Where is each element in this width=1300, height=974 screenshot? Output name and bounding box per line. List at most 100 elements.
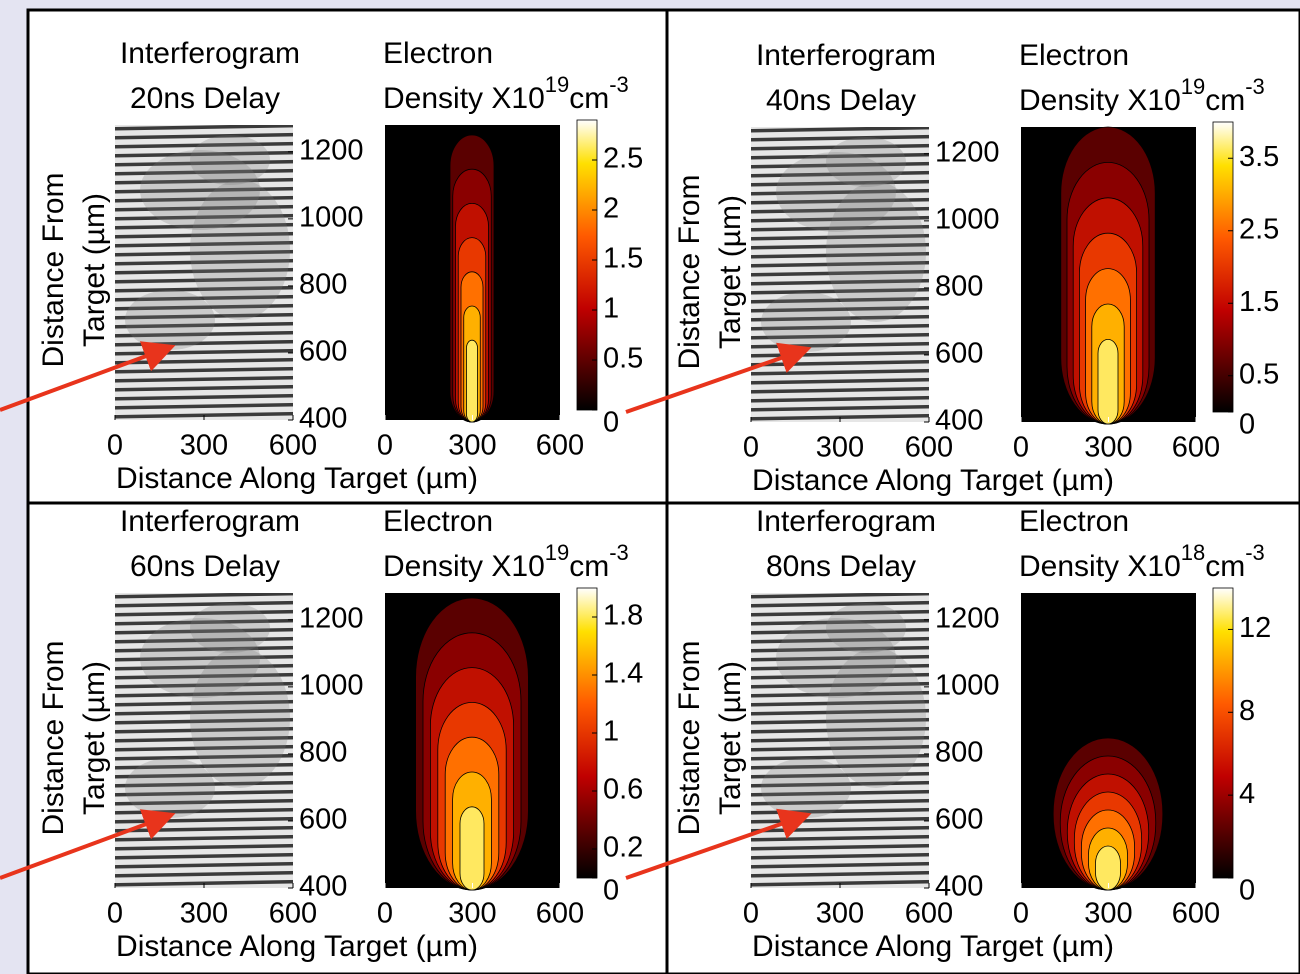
colorbar-tick-label: 1 — [603, 293, 619, 325]
interferogram-title: 80ns Delay — [766, 550, 916, 583]
colorbar-tick-label: 1.4 — [603, 658, 643, 690]
y-axis-label: Target (µm) — [78, 661, 111, 815]
density-label: Density X10 — [383, 82, 545, 115]
density-exponent: 19 — [1181, 74, 1205, 99]
x-tick-label: 300 — [816, 898, 864, 930]
interferogram-shade — [125, 758, 215, 818]
density-contour — [1097, 338, 1119, 425]
colorbar-tick-label: 2.5 — [1239, 213, 1279, 245]
y-axis-label: Distance From — [673, 174, 706, 369]
interferogram-shade — [190, 135, 270, 185]
interferogram-shade — [826, 603, 906, 653]
x-tick-label: 600 — [1172, 898, 1220, 930]
colorbar-tick-label: 8 — [1239, 695, 1255, 727]
y-tick-label: 800 — [299, 737, 347, 769]
y-tick-label: 1200 — [935, 602, 1000, 634]
x-axis-label: Distance Along Target (µm) — [752, 464, 1114, 497]
colorbar-tick-label: 1 — [603, 716, 619, 748]
y-axis-label: Distance From — [673, 640, 706, 835]
density-title: Electron — [1019, 39, 1129, 72]
interferogram-shade — [776, 618, 896, 698]
interferogram-shade — [190, 603, 270, 653]
colorbar-tick-label: 12 — [1239, 612, 1271, 644]
x-tick-label: 300 — [1084, 432, 1132, 464]
colorbar-tick-label: 1.5 — [1239, 286, 1279, 318]
density-label: Density X10 — [383, 550, 545, 583]
interferogram-title: 60ns Delay — [130, 550, 280, 583]
x-tick-label: 600 — [269, 430, 317, 462]
x-tick-label: 0 — [743, 898, 759, 930]
y-axis-label: Target (µm) — [714, 661, 747, 815]
x-tick-label: 300 — [180, 430, 228, 462]
interferogram-shade — [140, 150, 260, 230]
y-tick-label: 800 — [299, 269, 347, 301]
interferogram-title: Interferogram — [120, 37, 300, 70]
y-tick-label: 800 — [935, 737, 983, 769]
colorbar — [1212, 587, 1234, 879]
density-label: Density X10 — [1019, 550, 1181, 583]
x-tick-label: 300 — [448, 898, 496, 930]
x-axis-label: Distance Along Target (µm) — [752, 930, 1114, 963]
density-label: Density X1019cm-3 — [383, 72, 629, 115]
colorbar — [576, 119, 598, 411]
x-axis-label: Distance Along Target (µm) — [116, 462, 478, 495]
y-tick-label: 400 — [935, 405, 983, 437]
density-unit: cm — [569, 82, 609, 115]
y-tick-label: 600 — [935, 338, 983, 370]
x-axis-label: Distance Along Target (µm) — [116, 930, 478, 963]
y-axis-label: Distance From — [37, 640, 70, 835]
density-title: Electron — [1019, 505, 1129, 538]
interferogram-title: Interferogram — [756, 39, 936, 72]
density-contour — [1095, 845, 1121, 891]
colorbar-tick-label: 0.6 — [603, 774, 643, 806]
interferogram-shade — [190, 180, 290, 320]
y-tick-label: 1200 — [299, 134, 364, 166]
y-tick-label: 600 — [299, 336, 347, 368]
colorbar-tick-label: 1.8 — [603, 600, 643, 632]
colorbar-tick-label: 2 — [603, 193, 619, 225]
y-tick-label: 1200 — [299, 602, 364, 634]
density-title: Electron — [383, 505, 493, 538]
y-axis-label: Distance From — [37, 172, 70, 367]
density-contour — [466, 339, 478, 423]
y-tick-label: 1200 — [935, 136, 1000, 168]
colorbar-tick-label: 0 — [603, 407, 619, 439]
x-tick-label: 0 — [1013, 432, 1029, 464]
colorbar-tick-label: 0 — [1239, 409, 1255, 441]
density-label: Density X1019cm-3 — [383, 540, 629, 583]
x-tick-label: 600 — [905, 432, 953, 464]
x-tick-label: 600 — [1172, 432, 1220, 464]
x-tick-label: 600 — [905, 898, 953, 930]
y-tick-label: 800 — [935, 271, 983, 303]
x-tick-label: 300 — [1084, 898, 1132, 930]
unit-exponent: -3 — [609, 72, 629, 97]
density-label: Density X1018cm-3 — [1019, 540, 1265, 583]
y-tick-label: 400 — [299, 403, 347, 435]
interferogram-shade — [125, 290, 215, 350]
colorbar-tick-label: 4 — [1239, 778, 1255, 810]
y-tick-label: 400 — [935, 871, 983, 903]
arrow — [0, 341, 176, 412]
unit-exponent: -3 — [609, 540, 629, 565]
y-axis-label: Target (µm) — [78, 193, 111, 347]
y-tick-label: 1000 — [935, 204, 1000, 236]
colorbar-tick-label: 0.5 — [1239, 358, 1279, 390]
x-tick-label: 0 — [107, 430, 123, 462]
interferogram-shade — [776, 152, 896, 232]
x-tick-label: 0 — [377, 430, 393, 462]
colorbar-tick-label: 0 — [603, 875, 619, 907]
interferogram-title: Interferogram — [120, 505, 300, 538]
unit-exponent: -3 — [1245, 540, 1265, 565]
density-contour — [459, 806, 485, 891]
arrow — [0, 809, 176, 880]
density-unit: cm — [1205, 550, 1245, 583]
x-tick-label: 600 — [536, 898, 584, 930]
interferogram-shade — [826, 182, 926, 322]
density-label: Density X1019cm-3 — [1019, 74, 1265, 117]
unit-exponent: -3 — [1245, 74, 1265, 99]
interferogram-title: 40ns Delay — [766, 84, 916, 117]
